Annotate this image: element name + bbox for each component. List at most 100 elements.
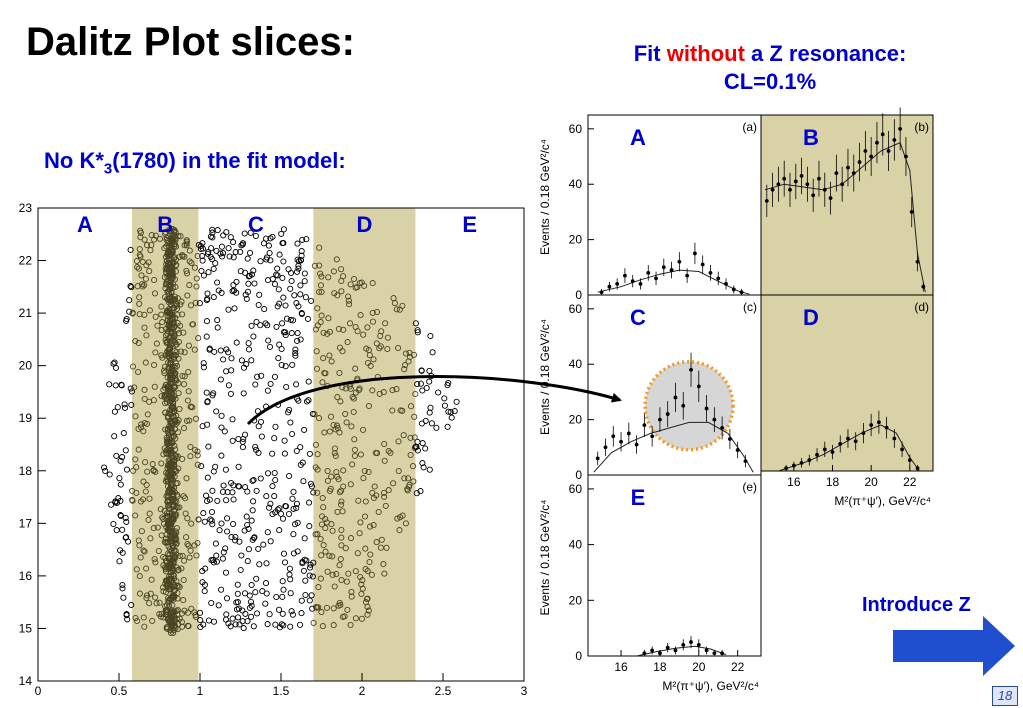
scatter-point: [128, 284, 135, 291]
scatter-point: [196, 300, 203, 307]
scatter-point: [169, 233, 176, 240]
histogram-point: [776, 182, 781, 187]
histogram-point: [685, 273, 690, 278]
scatter-point: [213, 558, 220, 565]
panel-slice-label: B: [803, 125, 819, 150]
histogram-panel-b: (b) B: [760, 107, 934, 296]
scatter-point: [158, 460, 165, 467]
scatter-point: [309, 410, 316, 417]
scatter-point: [231, 305, 238, 312]
scatter-point: [419, 460, 426, 467]
histogram-point: [634, 442, 639, 447]
scatter-point: [306, 450, 313, 457]
histogram-point: [642, 651, 647, 656]
histogram-point: [828, 196, 833, 200]
histogram-point: [799, 460, 804, 465]
fit-title: Fit without a Z resonance: CL=0.1%: [560, 40, 980, 96]
scatter-point: [174, 589, 181, 597]
scatter-point: [311, 262, 318, 269]
histogram-point: [822, 447, 827, 452]
scatter-point: [178, 348, 185, 355]
scatter-point: [204, 398, 211, 405]
scatter-point: [172, 446, 179, 453]
scatter-point: [129, 487, 136, 494]
scatter-point: [259, 588, 266, 595]
scatter-point: [116, 558, 123, 565]
scatter-point: [216, 527, 223, 534]
scatter-point: [383, 544, 390, 551]
scatter-point: [287, 623, 294, 630]
scatter-point: [373, 539, 380, 546]
scatter-point: [350, 395, 357, 402]
scatter-point: [133, 257, 140, 265]
scatter-point: [237, 248, 244, 255]
scatter-point: [254, 373, 261, 380]
scatter-point: [208, 245, 215, 252]
scatter-point: [287, 269, 295, 277]
panel-slice-label: D: [803, 305, 819, 330]
scatter-point: [339, 613, 346, 620]
scatter-point: [167, 532, 174, 539]
scatter-point: [168, 330, 175, 337]
scatter-point: [239, 444, 246, 451]
scatter-point: [208, 599, 215, 607]
scatter-point: [222, 569, 230, 576]
scatter-point: [209, 229, 216, 236]
scatter-point: [287, 316, 294, 323]
scatter-point: [343, 419, 350, 426]
scatter-point: [329, 571, 336, 578]
scatter-point: [257, 418, 265, 425]
scatter-point: [364, 567, 371, 575]
histogram-point: [851, 171, 856, 176]
scatter-point: [331, 445, 339, 452]
scatter-point: [345, 570, 352, 577]
scatter-point: [244, 618, 251, 625]
scatter-point: [272, 621, 279, 628]
scatter-point: [163, 447, 170, 454]
scatter-point: [166, 323, 173, 330]
scatter-point: [166, 520, 173, 527]
scatter-point: [175, 582, 182, 590]
scatter-point: [414, 438, 421, 445]
panel-tag: (e): [742, 480, 757, 494]
scatter-point: [198, 463, 205, 470]
scatter-point: [292, 346, 299, 353]
scatter-point: [208, 508, 216, 516]
scatter-point: [244, 255, 251, 262]
scatter-point: [318, 312, 325, 319]
scatter-point: [338, 277, 345, 285]
scatter-point: [369, 309, 376, 316]
scatter-point: [176, 504, 183, 511]
scatter-point: [245, 280, 252, 287]
scatter-point: [228, 534, 235, 541]
scatter-point: [451, 408, 458, 415]
slice-label-d: D: [356, 212, 372, 237]
histogram-point: [642, 423, 647, 428]
scatter-point: [172, 339, 179, 346]
scatter-x-tick-label: 1: [197, 684, 204, 698]
scatter-point: [344, 339, 351, 346]
scatter-point: [275, 606, 283, 613]
histogram-point: [915, 259, 920, 264]
scatter-point: [119, 549, 126, 556]
scatter-point: [330, 268, 337, 275]
hist-y-tick-label: 60: [569, 302, 583, 316]
scatter-y-tick-label: 14: [19, 674, 33, 688]
scatter-point: [167, 294, 174, 301]
scatter-point: [333, 468, 340, 476]
scatter-point: [149, 617, 156, 624]
scatter-point: [331, 290, 338, 297]
histogram-point: [834, 171, 839, 176]
scatter-point: [243, 361, 250, 368]
scatter-point: [106, 381, 113, 388]
scatter-point: [255, 545, 262, 552]
scatter-point: [315, 288, 323, 295]
scatter-point: [203, 497, 211, 505]
scatter-point: [395, 467, 402, 475]
scatter-point: [387, 449, 394, 456]
scatter-point: [150, 525, 157, 532]
scatter-point: [172, 625, 179, 632]
scatter-point: [168, 462, 175, 470]
scatter-point: [301, 278, 308, 285]
scatter-point: [333, 256, 340, 263]
